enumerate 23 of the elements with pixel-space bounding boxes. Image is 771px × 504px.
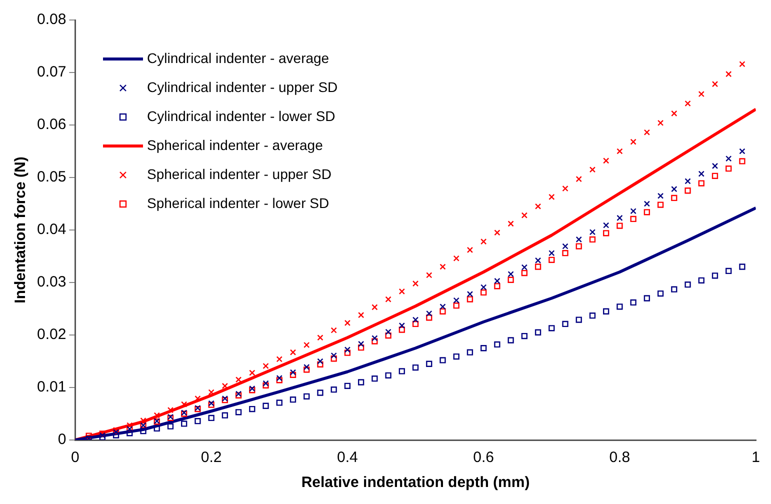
y-tick-label: 0 (58, 431, 66, 448)
legend-label: Cylindrical indenter - average (147, 50, 330, 66)
x-axis-title: Relative indentation depth (mm) (301, 474, 530, 492)
x-tick-label: 0 (71, 449, 80, 466)
x-tick-label: 1 (752, 449, 760, 466)
y-tick-label: 0.06 (36, 116, 66, 134)
x-tick-label: 0.6 (473, 449, 494, 466)
y-tick-label: 0.01 (36, 378, 66, 396)
x-tick-label: 0.8 (609, 449, 630, 466)
y-tick-label: 0.07 (36, 64, 66, 81)
legend-label: Spherical indenter - average (147, 137, 323, 153)
legend-label: Spherical indenter - upper SD (147, 166, 332, 182)
legend-label: Spherical indenter - lower SD (147, 195, 330, 211)
y-tick-label: 0.05 (36, 168, 66, 186)
y-tick-label: 0.03 (36, 274, 66, 291)
y-tick-label: 0.02 (36, 326, 66, 344)
legend-label: Cylindrical indenter - upper SD (147, 79, 338, 95)
y-tick-label: 0.08 (36, 11, 66, 28)
x-tick-label: 0.4 (337, 449, 358, 466)
y-axis-title: Indentation force (N) (12, 156, 30, 304)
y-tick-label: 0.04 (36, 221, 66, 238)
x-tick-label: 0.2 (200, 449, 222, 466)
legend-label: Cylindrical indenter - lower SD (147, 108, 336, 124)
